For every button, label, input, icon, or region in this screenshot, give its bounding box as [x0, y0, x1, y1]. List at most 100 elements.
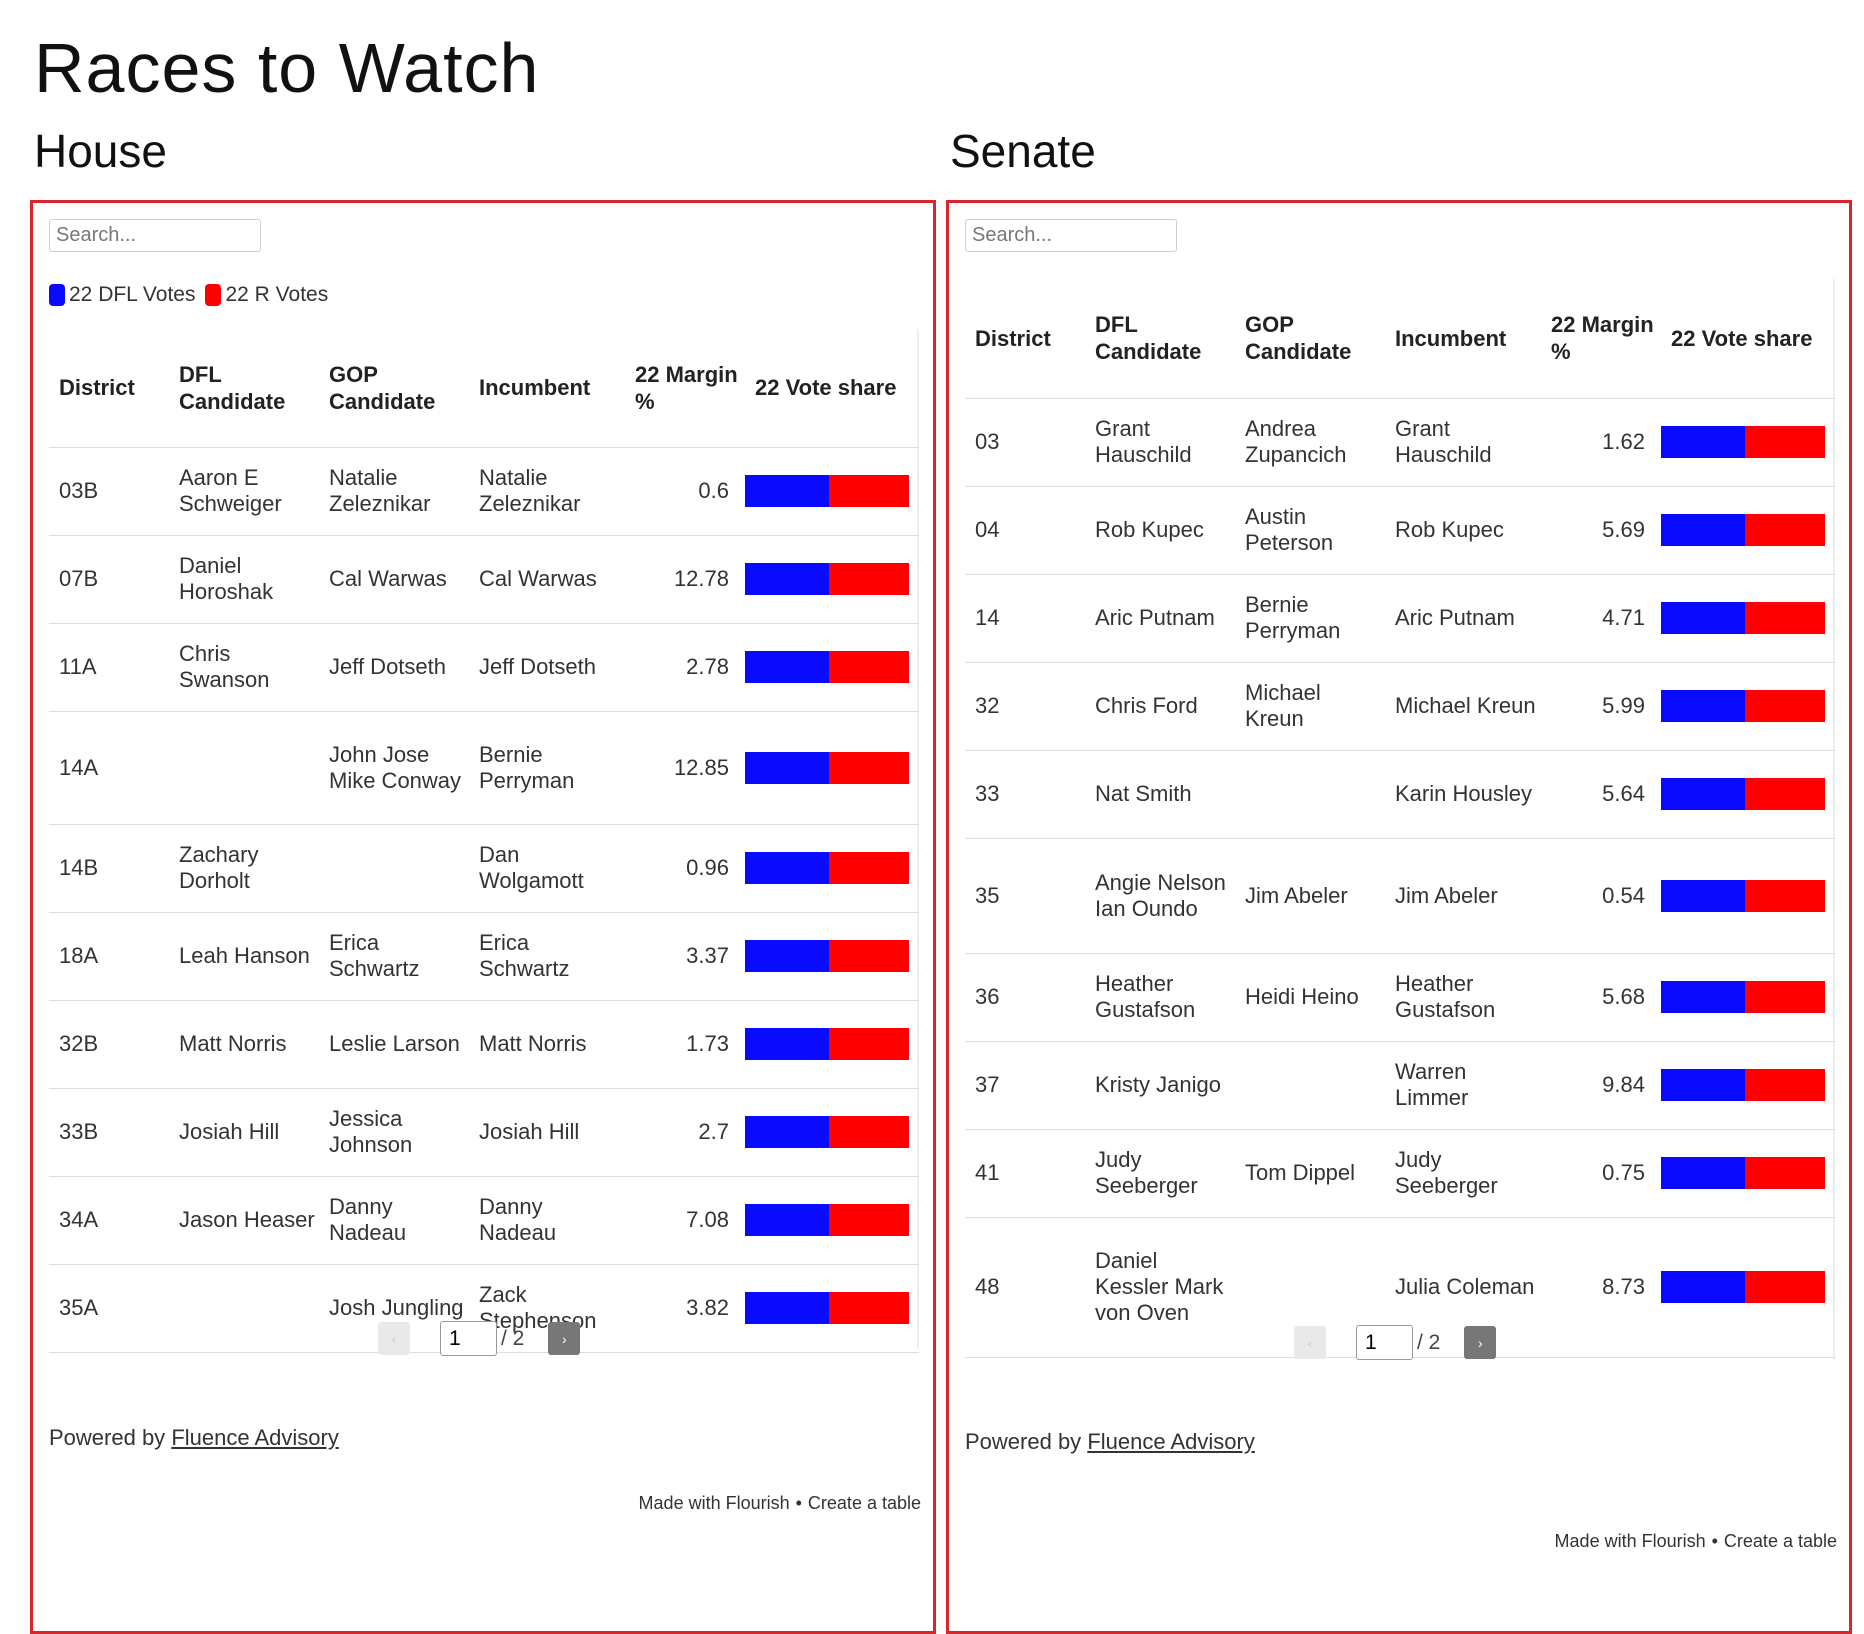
r-share-segment [828, 1204, 909, 1236]
legend-dfl-swatch [49, 284, 65, 306]
district-cell: 03B [49, 447, 169, 536]
vote-share-bar [745, 1116, 909, 1148]
district-cell: 33B [49, 1088, 169, 1177]
margin-cell: 1.73 [625, 1000, 745, 1089]
dfl-share-segment [745, 940, 829, 972]
dfl-candidate-cell [169, 1264, 319, 1353]
table-row: 03 Grant Hauschild Andrea Zupancich Grant H… [965, 398, 1835, 487]
incumbent-cell: Michael Kreun [1385, 662, 1541, 751]
col-header-vote-share[interactable]: 22 Vote share [745, 329, 919, 448]
margin-cell: 12.78 [625, 535, 745, 624]
dfl-share-segment [745, 475, 829, 507]
incumbent-cell: Bernie Perryman [469, 711, 625, 825]
dfl-share-segment [1661, 690, 1745, 722]
vote-share-bar [745, 1028, 909, 1060]
gop-candidate-cell: Cal Warwas [319, 535, 469, 624]
house-page-input[interactable] [440, 1321, 497, 1356]
district-cell: 03 [965, 398, 1085, 487]
gop-candidate-cell: Jessica Johnson [319, 1088, 469, 1177]
dfl-candidate-cell: Aric Putnam [1085, 574, 1235, 663]
house-legend: 22 DFL Votes 22 R Votes [49, 283, 338, 307]
incumbent-cell: Cal Warwas [469, 535, 625, 624]
col-header-margin[interactable]: 22 Margin % [625, 329, 745, 448]
margin-cell: 5.64 [1541, 750, 1661, 839]
vote-share-bar [1661, 690, 1825, 722]
house-header-row: District DFL Candidate GOP Candidate Inc… [49, 329, 919, 448]
house-table-panel: 22 DFL Votes 22 R Votes District DFL Can… [30, 200, 936, 1634]
dfl-share-segment [1661, 1157, 1745, 1189]
r-share-segment [1744, 602, 1825, 634]
district-cell: 35 [965, 838, 1085, 954]
incumbent-cell: Danny Nadeau [469, 1176, 625, 1265]
vote-share-cell [745, 623, 919, 712]
col-header-district[interactable]: District [49, 329, 169, 448]
senate-prev-page-button[interactable]: ‹ [1294, 1326, 1326, 1359]
table-row: 33B Josiah Hill Jessica Johnson Josiah Hill… [49, 1088, 919, 1177]
dfl-share-segment [745, 1292, 829, 1324]
senate-search-input[interactable] [965, 219, 1177, 252]
senate-create-table-link[interactable]: Create a table [1723, 1531, 1837, 1551]
dfl-share-segment [1661, 879, 1745, 912]
dfl-share-segment [1661, 514, 1745, 546]
senate-page-input[interactable] [1356, 1325, 1413, 1360]
col-header-dfl[interactable]: DFL Candidate [1085, 279, 1235, 399]
vote-share-cell [1661, 953, 1835, 1042]
district-cell: 04 [965, 486, 1085, 575]
r-share-segment [1744, 1271, 1825, 1303]
house-pager: ‹ / 2 › [378, 1321, 581, 1356]
table-row: 14B Zachary Dorholt Dan Wolgamott 0.96 [49, 824, 919, 913]
col-header-gop[interactable]: GOP Candidate [319, 329, 469, 448]
dfl-candidate-cell: Aaron E Schweiger [169, 447, 319, 536]
senate-next-page-button[interactable]: › [1464, 1326, 1497, 1359]
district-cell: 36 [965, 953, 1085, 1042]
vote-share-cell [1661, 398, 1835, 487]
incumbent-cell: Natalie Zeleznikar [469, 447, 625, 536]
col-header-margin[interactable]: 22 Margin % [1541, 279, 1661, 399]
district-cell: 07B [49, 535, 169, 624]
dfl-share-segment [745, 852, 829, 884]
house-next-page-button[interactable]: › [548, 1322, 581, 1355]
col-header-incumbent[interactable]: Incumbent [469, 329, 625, 448]
separator-dot: • [1711, 1531, 1718, 1551]
dfl-candidate-cell: Rob Kupec [1085, 486, 1235, 575]
r-share-segment [828, 852, 909, 884]
house-table: District DFL Candidate GOP Candidate Inc… [49, 329, 919, 1353]
dfl-share-segment [745, 1028, 829, 1060]
legend-dfl-label: 22 DFL Votes [69, 283, 196, 306]
vote-share-cell [745, 1176, 919, 1265]
dfl-share-segment [1661, 778, 1745, 810]
dfl-candidate-cell: Josiah Hill [169, 1088, 319, 1177]
r-share-segment [1744, 778, 1825, 810]
legend-dfl: 22 DFL Votes [49, 283, 195, 307]
col-header-vote-share[interactable]: 22 Vote share [1661, 279, 1835, 399]
dfl-candidate-cell: Judy Seeberger [1085, 1129, 1235, 1218]
house-create-table-link[interactable]: Create a table [807, 1493, 921, 1513]
incumbent-cell: Erica Schwartz [469, 912, 625, 1001]
col-header-gop[interactable]: GOP Candidate [1235, 279, 1385, 399]
senate-made-with-flourish-link[interactable]: Made with Flourish [1554, 1531, 1706, 1551]
dfl-share-segment [1661, 426, 1745, 458]
vote-share-cell [1661, 486, 1835, 575]
district-cell: 35A [49, 1264, 169, 1353]
house-made-with-flourish-link[interactable]: Made with Flourish [638, 1493, 790, 1513]
district-cell: 14B [49, 824, 169, 913]
house-fluence-link[interactable]: Fluence Advisory [171, 1425, 339, 1450]
senate-fluence-link[interactable]: Fluence Advisory [1087, 1429, 1255, 1454]
r-share-segment [828, 751, 909, 784]
vote-share-cell [1661, 1041, 1835, 1130]
col-header-dfl[interactable]: DFL Candidate [169, 329, 319, 448]
house-search-input[interactable] [49, 219, 261, 252]
house-prev-page-button[interactable]: ‹ [378, 1322, 410, 1355]
vote-share-cell [745, 824, 919, 913]
col-header-incumbent[interactable]: Incumbent [1385, 279, 1541, 399]
incumbent-cell: Zack Stephenson [469, 1264, 625, 1353]
col-header-district[interactable]: District [965, 279, 1085, 399]
dfl-share-segment [1661, 1271, 1745, 1303]
vote-share-bar [1661, 1157, 1825, 1189]
margin-cell: 9.84 [1541, 1041, 1661, 1130]
senate-table-wrap: District DFL Candidate GOP Candidate Inc… [965, 279, 1835, 1358]
dfl-share-segment [745, 751, 829, 784]
dfl-candidate-cell: Zachary Dorholt [169, 824, 319, 913]
gop-candidate-cell: Erica Schwartz [319, 912, 469, 1001]
dfl-candidate-cell: Grant Hauschild [1085, 398, 1235, 487]
